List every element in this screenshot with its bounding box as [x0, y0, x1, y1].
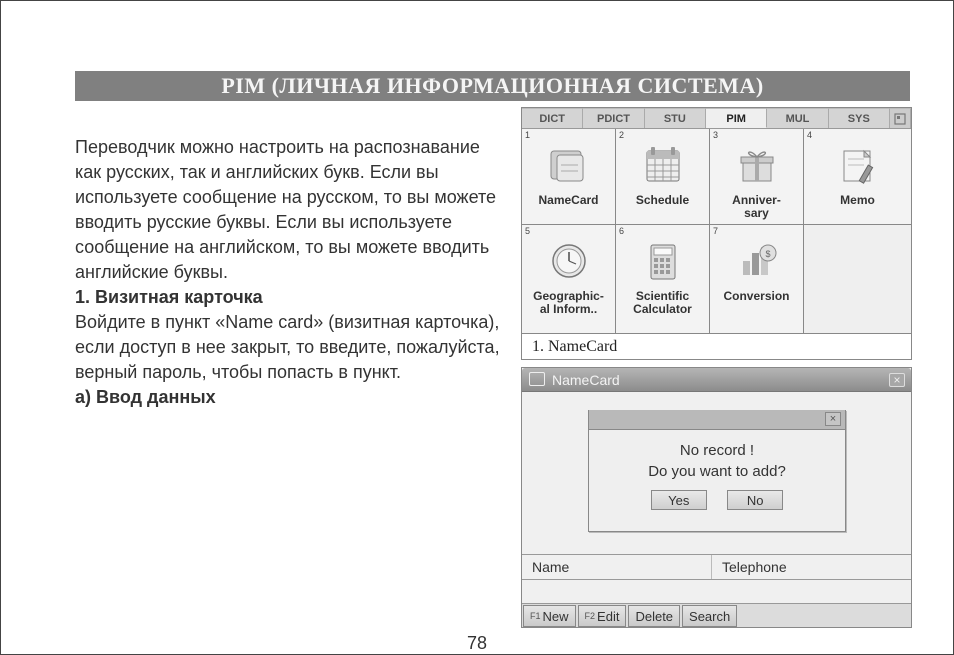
window-title: NameCard [552, 372, 620, 388]
tab-bar: DICT PDICT STU PIM MUL SYS [522, 108, 911, 129]
cell-label: Schedule [616, 194, 709, 207]
cell-label: Memo [804, 194, 911, 207]
list-header: Name Telephone [522, 554, 911, 580]
body-column: Переводчик можно настроить на распознава… [75, 135, 510, 410]
cell-label: Geographic-al Inform.. [522, 290, 615, 316]
chapter-banner: PIM (ЛИЧНАЯ ИНФОРМАЦИОННАЯ СИСТЕМА) [75, 71, 910, 101]
col-name: Name [522, 555, 712, 579]
cell-conversion[interactable]: 7 $ Conversion [710, 225, 804, 335]
calendar-icon [641, 143, 685, 187]
manual-page: PIM (ЛИЧНАЯ ИНФОРМАЦИОННАЯ СИСТЕМА) Пере… [0, 0, 954, 655]
delete-button[interactable]: Delete [628, 605, 680, 627]
tab-overflow-icon[interactable] [890, 108, 911, 128]
cell-index: 1 [525, 130, 530, 140]
page-number: 78 [1, 633, 953, 654]
cell-namecard[interactable]: 1 NameCard [522, 129, 616, 225]
app-grid: 1 NameCard 2 Schedule 3 Anniver-sary [522, 129, 911, 335]
chart-icon: $ [735, 239, 779, 283]
search-button[interactable]: Search [682, 605, 737, 627]
cell-index: 7 [713, 226, 718, 236]
tab-stu[interactable]: STU [645, 108, 706, 128]
cell-label: Conversion [710, 290, 803, 303]
section-1-heading: 1. Визитная карточка [75, 285, 510, 310]
cell-index: 5 [525, 226, 530, 236]
calculator-icon [641, 239, 685, 283]
confirm-dialog: × No record ! Do you want to add? Yes No [588, 410, 846, 532]
section-1a-heading: а) Ввод данных [75, 385, 510, 410]
no-button[interactable]: No [727, 490, 783, 510]
tab-dict[interactable]: DICT [522, 108, 583, 128]
dialog-close-icon[interactable]: × [825, 412, 841, 426]
new-button[interactable]: F1New [523, 605, 576, 627]
titlebar-app-icon [529, 372, 545, 386]
cell-index: 2 [619, 130, 624, 140]
dialog-line1: No record ! [589, 442, 845, 459]
col-telephone: Telephone [712, 555, 911, 579]
namecard-screenshot: NameCard × × No record ! Do you want to … [521, 367, 912, 628]
tab-mul[interactable]: MUL [767, 108, 828, 128]
section-1-body: Войдите в пункт «Name card» (визитная ка… [75, 310, 510, 385]
svg-text:$: $ [765, 249, 770, 259]
cell-empty [804, 225, 912, 335]
pim-menu-screenshot: DICT PDICT STU PIM MUL SYS 1 NameCard 2 [521, 107, 912, 360]
cell-label: NameCard [522, 194, 615, 207]
cell-label: Anniver-sary [710, 194, 803, 220]
edit-button[interactable]: F2Edit [578, 605, 627, 627]
cell-index: 4 [807, 130, 812, 140]
clock-icon [547, 239, 591, 283]
cell-calculator[interactable]: 6 ScientificCalculator [616, 225, 710, 335]
dialog-line2: Do you want to add? [589, 463, 845, 480]
cell-schedule[interactable]: 2 Schedule [616, 129, 710, 225]
cell-geographical[interactable]: 5 Geographic-al Inform.. [522, 225, 616, 335]
cell-index: 3 [713, 130, 718, 140]
tab-pim[interactable]: PIM [706, 108, 767, 128]
window-titlebar: NameCard × [522, 368, 911, 392]
gift-icon [735, 143, 779, 187]
intro-paragraph: Переводчик можно настроить на распознава… [75, 135, 510, 285]
function-bar: F1New F2Edit Delete Search [522, 603, 911, 627]
cell-anniversary[interactable]: 3 Anniver-sary [710, 129, 804, 225]
status-bar: 1. NameCard [522, 333, 911, 359]
tab-pdict[interactable]: PDICT [583, 108, 644, 128]
cell-index: 6 [619, 226, 624, 236]
namecard-icon [547, 143, 591, 187]
cell-label: ScientificCalculator [616, 290, 709, 316]
yes-button[interactable]: Yes [651, 490, 707, 510]
cell-memo[interactable]: 4 Memo [804, 129, 912, 225]
memo-icon [836, 143, 880, 187]
dialog-titlebar: × [589, 410, 845, 430]
tab-sys[interactable]: SYS [829, 108, 890, 128]
close-icon[interactable]: × [889, 373, 905, 387]
